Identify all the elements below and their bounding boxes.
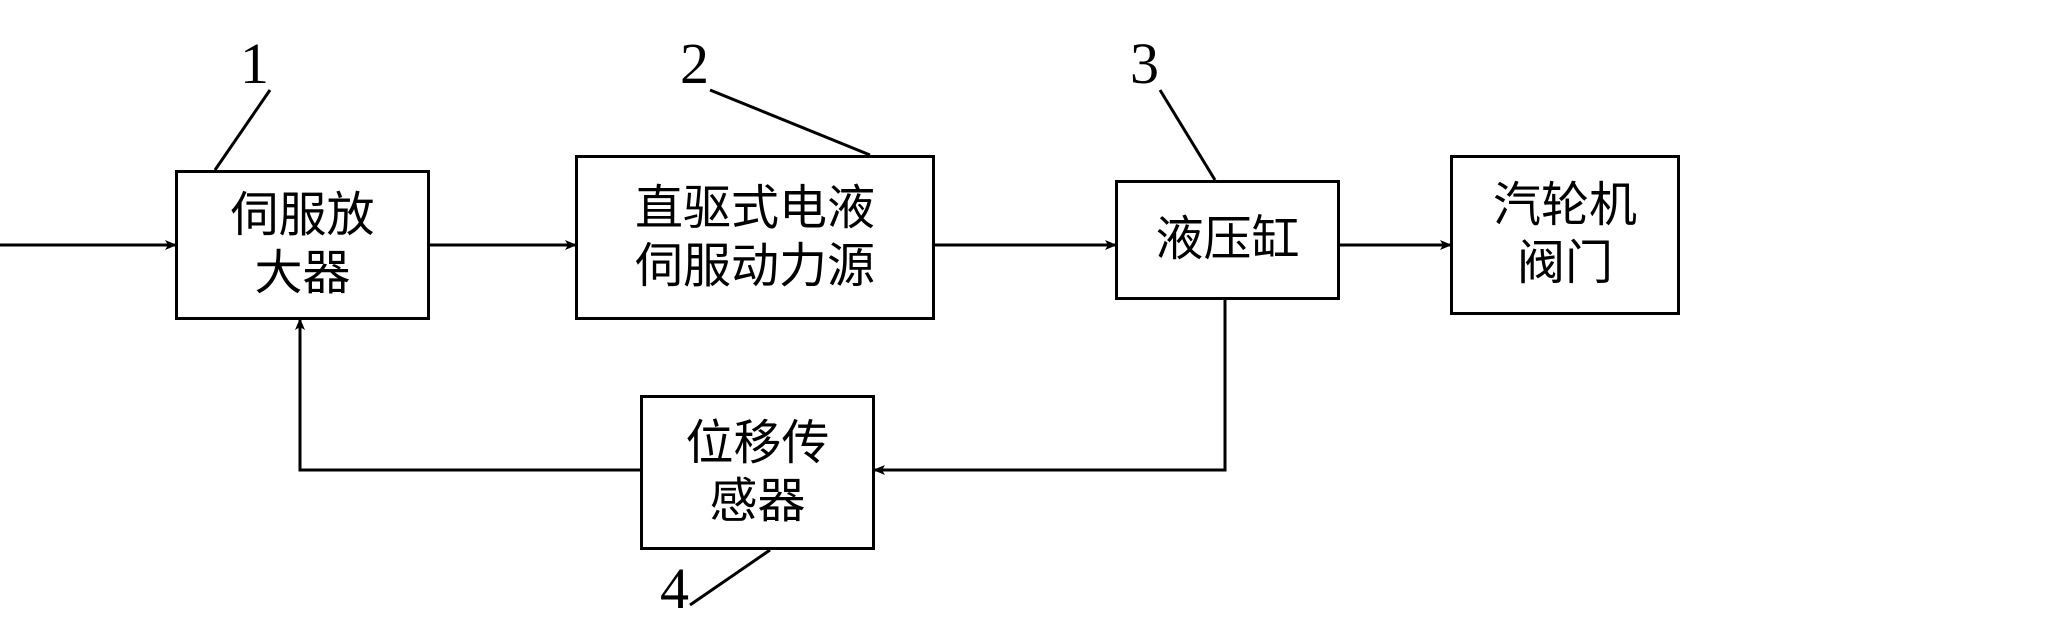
node-hydraulic-cylinder: 液压缸 (1115, 180, 1340, 300)
arrow (875, 300, 1225, 470)
node-label: 伺服放大器 (230, 187, 374, 302)
node-label: 液压缸 (1155, 211, 1299, 269)
leader-line (215, 90, 270, 170)
callout-number-2: 2 (680, 30, 709, 97)
node-displacement-sensor: 位移传感器 (640, 395, 875, 550)
node-label: 汽轮机阀门 (1493, 177, 1637, 292)
diagram-canvas: 伺服放大器 直驱式电液伺服动力源 液压缸 位移传感器 汽轮机阀门 1 2 3 4 (0, 0, 2068, 636)
node-turbine-valve: 汽轮机阀门 (1450, 155, 1680, 315)
callout-number-3: 3 (1130, 30, 1159, 97)
node-direct-drive-servo-source: 直驱式电液伺服动力源 (575, 155, 935, 320)
callout-text: 1 (240, 31, 269, 96)
node-servo-amplifier: 伺服放大器 (175, 170, 430, 320)
leader-line (710, 90, 870, 155)
leader-line (1160, 90, 1215, 180)
node-label: 直驱式电液伺服动力源 (635, 180, 875, 295)
node-label: 位移传感器 (685, 415, 829, 530)
callout-text: 4 (660, 556, 689, 621)
callout-number-1: 1 (240, 30, 269, 97)
callout-text: 3 (1130, 31, 1159, 96)
arrow (300, 320, 640, 470)
callout-number-4: 4 (660, 555, 689, 622)
leader-line (690, 550, 770, 605)
callout-text: 2 (680, 31, 709, 96)
